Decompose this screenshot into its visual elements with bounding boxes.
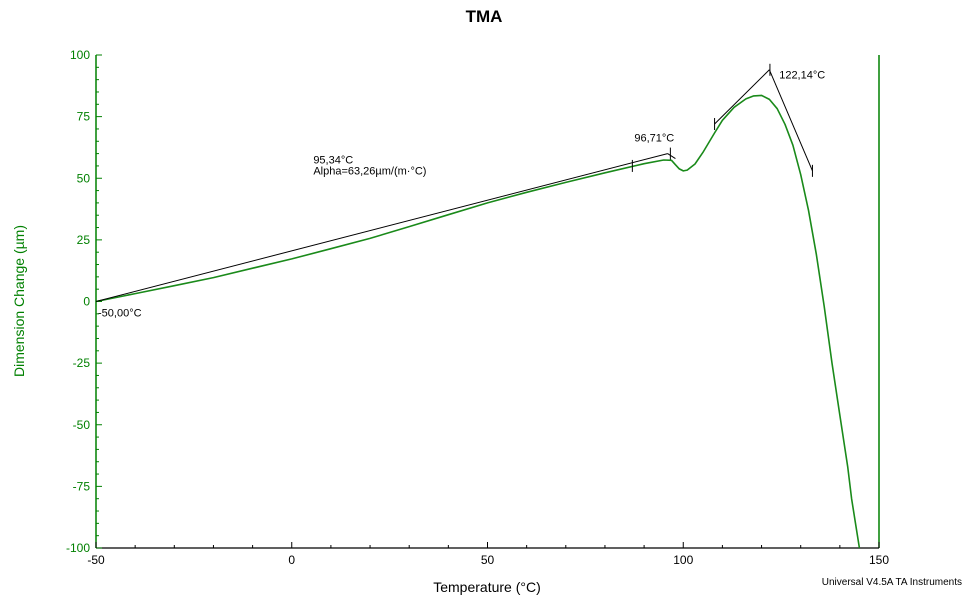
x-tick-label: 100	[673, 553, 693, 567]
annotation-label: 95,34°C	[313, 154, 353, 166]
chart-title: TMA	[466, 7, 503, 26]
y-tick-label: -50	[73, 418, 91, 432]
analysis-line	[768, 69, 813, 172]
y-tick-label: 75	[77, 110, 91, 124]
y-tick-label: 0	[83, 295, 90, 309]
series-line	[95, 94, 861, 549]
analysis-line	[667, 153, 676, 159]
analysis-line	[714, 69, 770, 125]
x-tick-label: -50	[87, 553, 105, 567]
x-tick-label: 150	[869, 553, 889, 567]
y-axis-label: Dimension Change (µm)	[11, 225, 27, 377]
y-tick-label: -25	[73, 356, 91, 370]
annotation-label: 96,71°C	[634, 132, 674, 144]
y-tick-label: 25	[77, 233, 91, 247]
x-axis-label: Temperature (°C)	[433, 579, 541, 595]
x-tick-label: 0	[288, 553, 295, 567]
y-tick-label: 100	[70, 48, 90, 62]
y-tick-label: -100	[66, 541, 90, 555]
footer-credit: Universal V4.5A TA Instruments	[822, 577, 962, 588]
y-tick-label: 50	[77, 171, 91, 185]
annotation-label: Alpha=63,26µm/(m·°C)	[313, 166, 426, 178]
annotation-label: 122,14°C	[779, 69, 825, 81]
y-tick-label: -75	[73, 479, 91, 493]
annotation-label: -50,00°C	[98, 308, 142, 320]
analysis-line	[95, 153, 668, 302]
x-tick-label: 50	[481, 553, 495, 567]
